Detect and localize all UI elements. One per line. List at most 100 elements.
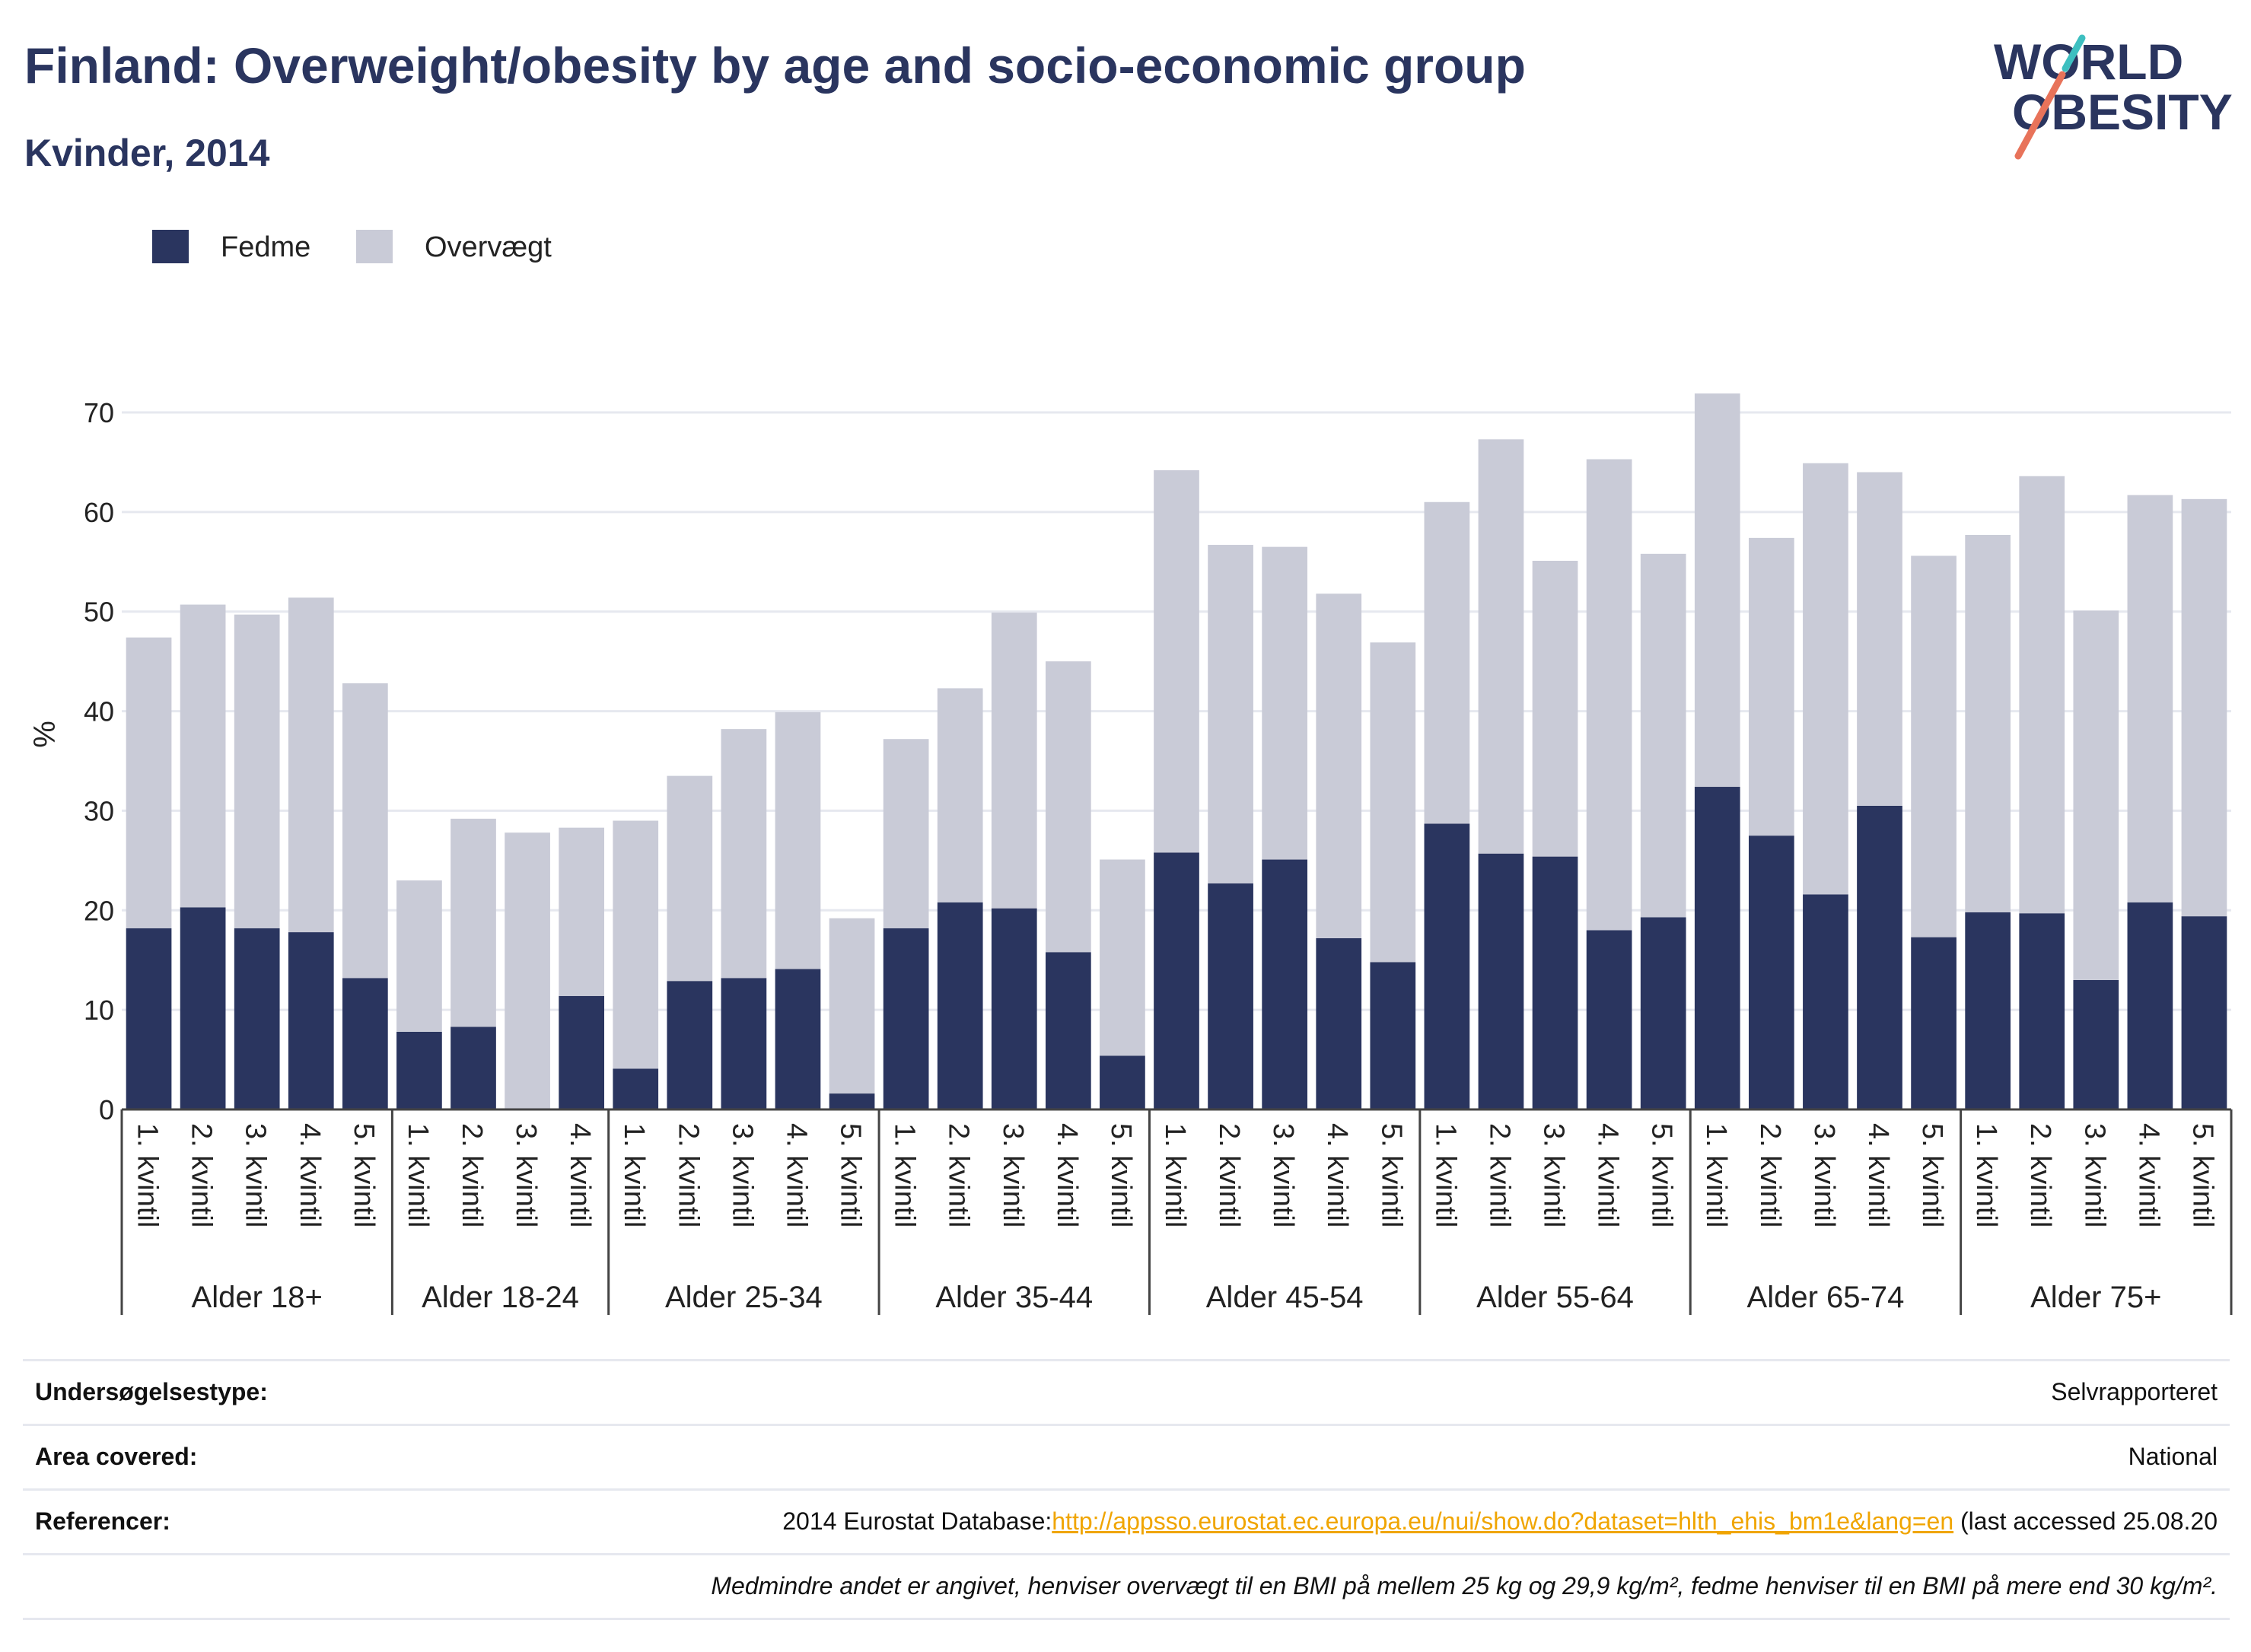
x-tick-label: 5. kvintil	[1375, 1123, 1407, 1227]
bar-overvaegt	[2073, 610, 2119, 980]
logo-line1: WORLD	[1994, 33, 2183, 90]
bar-fedme	[288, 932, 334, 1109]
y-tick-label: 10	[84, 995, 114, 1026]
x-tick-label: 2. kvintil	[456, 1123, 488, 1227]
bar-fedme	[1154, 852, 1199, 1109]
y-tick-label: 20	[84, 895, 114, 926]
bar-overvaegt	[2019, 476, 2065, 914]
bar-overvaegt	[288, 597, 334, 933]
bar-overvaegt	[1370, 642, 1416, 963]
reference-link[interactable]: http://appsso.eurostat.ec.europa.eu/nui/…	[1052, 1507, 1954, 1535]
info-label: Area covered:	[35, 1443, 198, 1470]
bar-fedme	[1803, 894, 1848, 1109]
legend-label: Fedme	[221, 231, 310, 263]
bar-fedme	[1532, 856, 1578, 1109]
bar-fedme	[991, 908, 1037, 1109]
x-tick-label: 1. kvintil	[1970, 1123, 2002, 1227]
bar-fedme	[1370, 962, 1416, 1109]
bar-fedme	[2181, 916, 2227, 1109]
world-obesity-logo: WORLD OBESITY	[1994, 33, 2233, 160]
bar-overvaegt	[1045, 661, 1091, 953]
y-tick-label: 60	[84, 497, 114, 528]
bar-fedme	[180, 907, 226, 1109]
x-tick-label: 3. kvintil	[2078, 1123, 2110, 1227]
legend-swatch	[356, 230, 393, 263]
info-row-area-covered: Area covered: National	[23, 1424, 2230, 1488]
bar-overvaegt	[2181, 498, 2227, 917]
x-tick-label: 3. kvintil	[726, 1123, 758, 1227]
x-tick-label: 2. kvintil	[1483, 1123, 1515, 1227]
chart-subtitle: Kvinder, 2014	[24, 132, 270, 174]
x-tick-label: 4. kvintil	[1321, 1123, 1353, 1227]
bar-fedme	[775, 969, 821, 1109]
bar-fedme	[1586, 930, 1632, 1109]
y-tick-label: 0	[99, 1094, 114, 1125]
bar-overvaegt	[1694, 393, 1740, 788]
x-tick-label: 1. kvintil	[402, 1123, 434, 1227]
group-label: Alder 25-34	[665, 1281, 823, 1314]
bars	[126, 393, 2227, 1109]
group-label: Alder 75+	[2030, 1281, 2161, 1314]
group-label: Alder 65-74	[1747, 1281, 1905, 1314]
bar-overvaegt	[1911, 555, 1956, 937]
bar-fedme	[829, 1093, 875, 1109]
y-tick-label: 70	[84, 397, 114, 428]
x-tick-label: 4. kvintil	[1592, 1123, 1624, 1227]
bar-fedme	[1694, 787, 1740, 1109]
x-tick-label: 4. kvintil	[780, 1123, 812, 1227]
bar-overvaegt	[937, 688, 983, 902]
bar-fedme	[1045, 952, 1091, 1109]
bar-overvaegt	[775, 711, 821, 969]
bar-fedme	[883, 928, 929, 1109]
x-tick-label: 1. kvintil	[132, 1123, 164, 1227]
info-value-reference: 2014 Eurostat Database:http://appsso.eur…	[782, 1507, 2218, 1536]
bar-overvaegt	[1748, 537, 1794, 836]
x-tick-label: 3. kvintil	[1538, 1123, 1570, 1227]
x-tick-label: 2. kvintil	[186, 1123, 218, 1227]
x-tick-label: 4. kvintil	[1862, 1123, 1894, 1227]
x-axis: 1. kvintil 2. kvintil 3. kvintil 4. kvintil…	[120, 1108, 2233, 1315]
bar-overvaegt	[2127, 495, 2173, 902]
group-label: Alder 55-64	[1476, 1281, 1634, 1314]
bar-overvaegt	[1857, 472, 1902, 806]
bar-overvaegt	[396, 880, 442, 1032]
bar-fedme	[1424, 823, 1470, 1109]
bar-fedme	[667, 981, 713, 1109]
legend-swatch	[152, 230, 189, 263]
x-tick-label: 3. kvintil	[997, 1123, 1029, 1227]
bar-overvaegt	[505, 832, 550, 1109]
x-tick-label: 2. kvintil	[672, 1123, 704, 1227]
reference-prefix: 2014 Eurostat Database:	[782, 1507, 1052, 1535]
y-axis: 0 10 20 30 40 50 60 70%	[28, 397, 114, 1125]
bar-fedme	[451, 1027, 496, 1109]
bar-overvaegt	[1100, 859, 1145, 1056]
bar-overvaegt	[1262, 546, 1308, 860]
bar-fedme	[1857, 805, 1902, 1109]
bar-fedme	[1316, 937, 1362, 1109]
info-label: Undersøgelsestype:	[35, 1378, 268, 1405]
info-row-survey-type: Undersøgelsestype: Selvrapporteret	[23, 1359, 2230, 1424]
bar-overvaegt	[991, 613, 1037, 909]
bar-fedme	[2127, 902, 2173, 1109]
info-table: Undersøgelsestype: Selvrapporteret Area …	[23, 1359, 2230, 1620]
bar-overvaegt	[667, 775, 713, 982]
bar-fedme	[1478, 853, 1524, 1109]
bar-fedme	[613, 1068, 659, 1109]
bar-fedme	[1262, 859, 1308, 1109]
logo-slash-teal	[2062, 34, 2086, 72]
x-tick-label: 2. kvintil	[2024, 1123, 2056, 1227]
bar-fedme	[396, 1031, 442, 1109]
bar-overvaegt	[559, 827, 605, 996]
bar-overvaegt	[234, 614, 280, 928]
bar-overvaegt	[1316, 594, 1362, 938]
bar-fedme	[559, 995, 605, 1109]
bar-fedme	[1911, 937, 1956, 1109]
bar-fedme	[1100, 1055, 1145, 1109]
legend: Fedme Overvægt	[152, 230, 552, 263]
x-tick-label: 1. kvintil	[1429, 1123, 1461, 1227]
x-tick-label: 2. kvintil	[1213, 1123, 1245, 1227]
bar-fedme	[721, 978, 767, 1109]
info-row-references: Referencer: 2014 Eurostat Database:http:…	[23, 1488, 2230, 1553]
chart-title: Finland: Overweight/obesity by age and s…	[24, 37, 1526, 94]
stacked-bar-chart: Fedme Overvægt 0 10 20 30 40 50 60 70% 1. kvinti…	[28, 230, 2233, 1315]
